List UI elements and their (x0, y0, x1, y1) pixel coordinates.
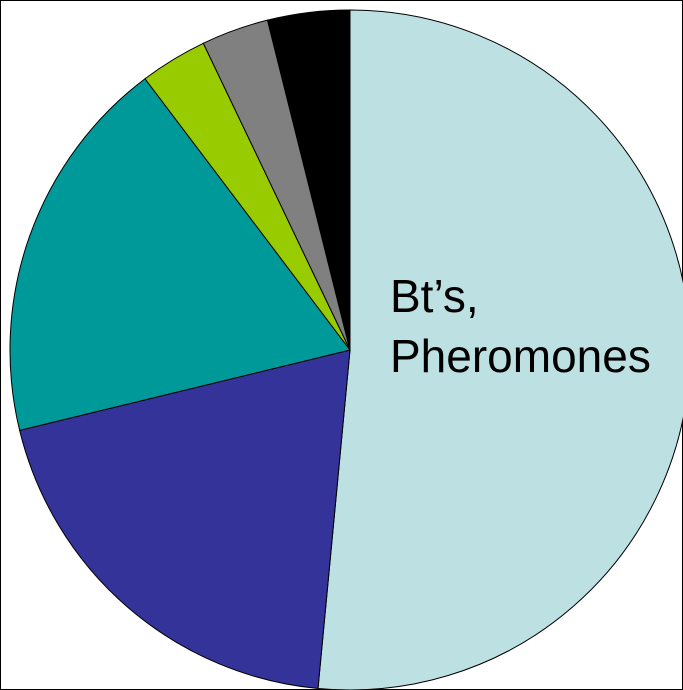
pie-slice (19, 349, 351, 690)
pie-slice (266, 9, 351, 351)
slice-label: Bt’s, Pheromones (390, 270, 651, 382)
pie-slice (9, 78, 351, 432)
pie-slice (317, 9, 683, 690)
